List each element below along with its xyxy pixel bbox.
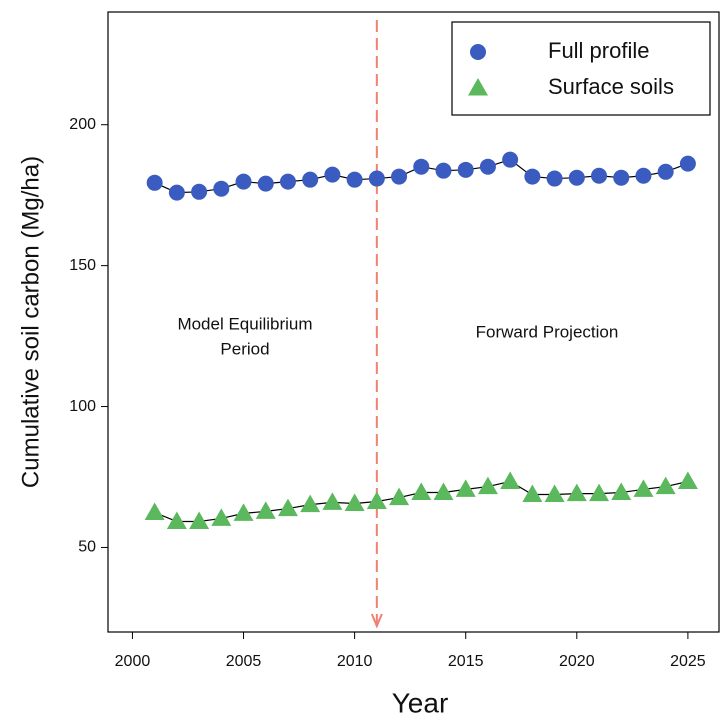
annotation: Forward Projection: [476, 322, 619, 341]
marker: [477, 476, 498, 495]
marker: [189, 511, 210, 530]
marker: [324, 166, 341, 183]
y-tick-label: 200: [69, 116, 96, 133]
marker: [166, 511, 187, 530]
marker: [368, 170, 385, 187]
annotation: Model Equilibrium: [177, 314, 312, 333]
marker: [411, 482, 432, 500]
x-tick-label: 2005: [226, 653, 262, 670]
annotation: Period: [220, 339, 269, 358]
marker: [413, 158, 430, 175]
x-axis-label: Year: [392, 687, 449, 718]
marker: [479, 158, 496, 175]
marker: [524, 168, 541, 185]
marker: [544, 484, 565, 502]
marker: [635, 167, 652, 184]
x-tick-label: 2020: [559, 653, 595, 670]
marker: [346, 171, 363, 188]
marker: [655, 476, 676, 495]
marker: [144, 502, 165, 521]
marker: [277, 498, 298, 517]
marker: [146, 174, 163, 191]
marker: [568, 169, 585, 186]
marker: [257, 175, 274, 192]
y-tick-label: 50: [78, 539, 96, 556]
marker: [435, 162, 452, 179]
y-tick-label: 150: [69, 257, 96, 274]
marker: [213, 180, 230, 197]
marker: [391, 168, 408, 185]
marker: [591, 167, 608, 184]
divider-arrow: [370, 613, 383, 629]
marker: [255, 501, 276, 519]
marker: [566, 483, 587, 502]
y-tick-label: 100: [69, 398, 96, 415]
x-tick-label: 2025: [670, 653, 706, 670]
marker: [657, 163, 674, 180]
marker: [611, 482, 632, 500]
marker: [502, 151, 519, 168]
marker: [302, 171, 319, 188]
marker: [366, 491, 387, 510]
marker: [546, 170, 563, 187]
marker: [522, 484, 543, 502]
marker: [457, 161, 474, 178]
legend-box: [451, 21, 711, 116]
x-tick-label: 2000: [115, 653, 151, 670]
marker: [279, 173, 296, 190]
marker: [233, 503, 254, 521]
marker: [322, 492, 343, 510]
legend-label: Surface soils: [548, 74, 674, 99]
marker: [389, 487, 410, 506]
marker: [300, 494, 321, 513]
marker: [500, 471, 521, 490]
x-tick-label: 2010: [337, 653, 373, 670]
marker: [168, 184, 185, 201]
marker: [633, 479, 654, 497]
marker: [191, 183, 208, 200]
x-tick-label: 2015: [448, 653, 484, 670]
legend-label: Full profile: [548, 38, 649, 63]
marker: [455, 479, 476, 497]
legend-marker: [470, 44, 486, 60]
legend-marker: [468, 78, 488, 96]
marker: [613, 169, 630, 186]
marker: [211, 508, 232, 526]
marker: [679, 155, 696, 172]
y-axis-label: Cumulative soil carbon (Mg/ha): [17, 156, 44, 488]
marker: [235, 173, 252, 190]
marker: [589, 483, 610, 502]
marker: [344, 493, 365, 511]
marker: [433, 482, 454, 500]
marker: [677, 471, 698, 490]
plot-frame: [107, 11, 720, 633]
